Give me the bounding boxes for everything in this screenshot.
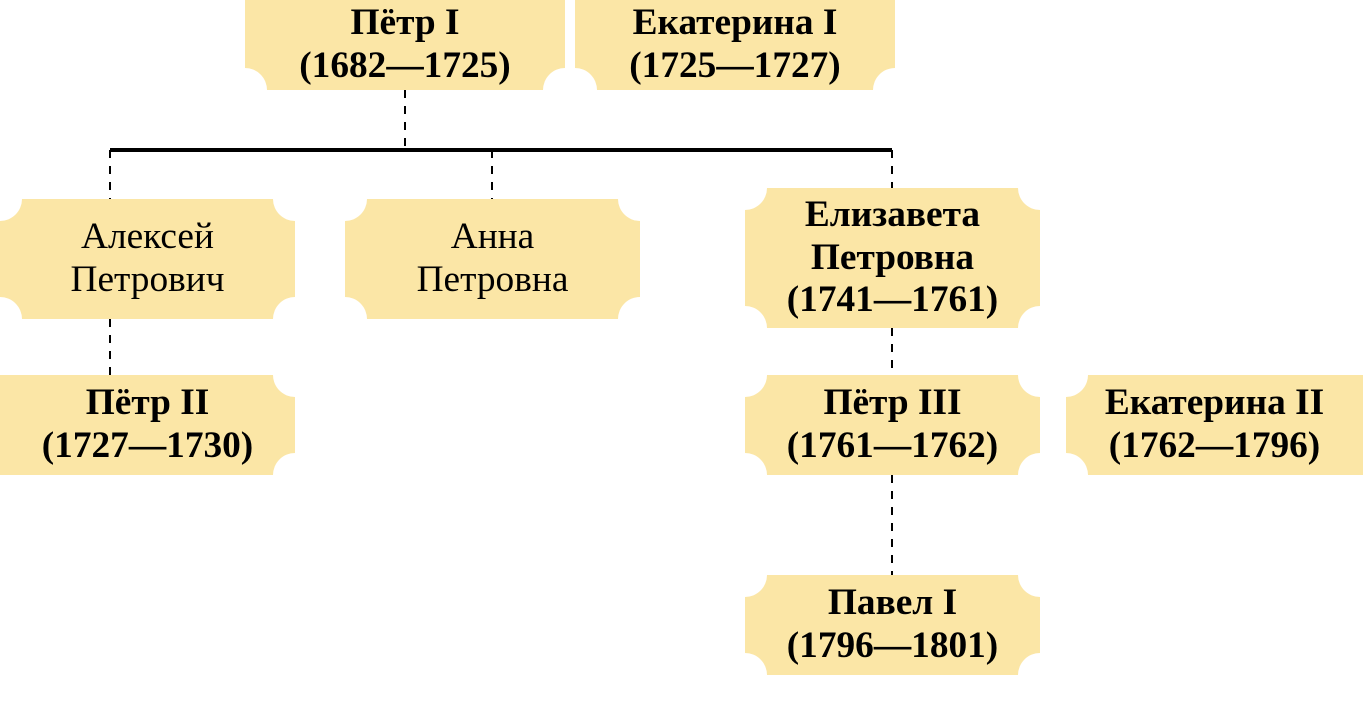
node-elizaveta: Елизавета Петровна(1741—1761) bbox=[745, 188, 1040, 328]
node-years: (1727—1730) bbox=[42, 425, 254, 468]
family-tree-diagram: Пётр I(1682—1725)Екатерина I(1725—1727)А… bbox=[0, 0, 1363, 713]
node-name: Алексей Петрович bbox=[71, 216, 225, 302]
node-name: Екатерина II bbox=[1105, 382, 1324, 425]
node-years: (1762—1796) bbox=[1109, 425, 1321, 468]
node-years: (1682—1725) bbox=[299, 45, 511, 88]
node-peter2: Пётр II(1727—1730) bbox=[0, 375, 295, 475]
node-catherine1: Екатерина I(1725—1727) bbox=[575, 0, 895, 90]
node-years: (1725—1727) bbox=[629, 45, 841, 88]
node-name: Екатерина I bbox=[633, 2, 838, 45]
node-peter1: Пётр I(1682—1725) bbox=[245, 0, 565, 90]
node-alexei: Алексей Петрович bbox=[0, 199, 295, 319]
node-name: Анна Петровна bbox=[417, 216, 569, 302]
connector-lines bbox=[0, 0, 1363, 713]
node-name: Пётр II bbox=[86, 382, 210, 425]
node-name: Павел I bbox=[828, 582, 957, 625]
node-peter3: Пётр III(1761—1762) bbox=[745, 375, 1040, 475]
node-catherine2: Екатерина II(1762—1796) bbox=[1066, 375, 1363, 475]
node-name: Пётр I bbox=[350, 2, 459, 45]
node-name: Елизавета Петровна bbox=[805, 194, 980, 280]
node-anna: Анна Петровна bbox=[345, 199, 640, 319]
node-years: (1761—1762) bbox=[787, 425, 999, 468]
node-years: (1741—1761) bbox=[787, 279, 999, 322]
node-name: Пётр III bbox=[823, 382, 961, 425]
node-pavel1: Павел I(1796—1801) bbox=[745, 575, 1040, 675]
node-years: (1796—1801) bbox=[787, 625, 999, 668]
